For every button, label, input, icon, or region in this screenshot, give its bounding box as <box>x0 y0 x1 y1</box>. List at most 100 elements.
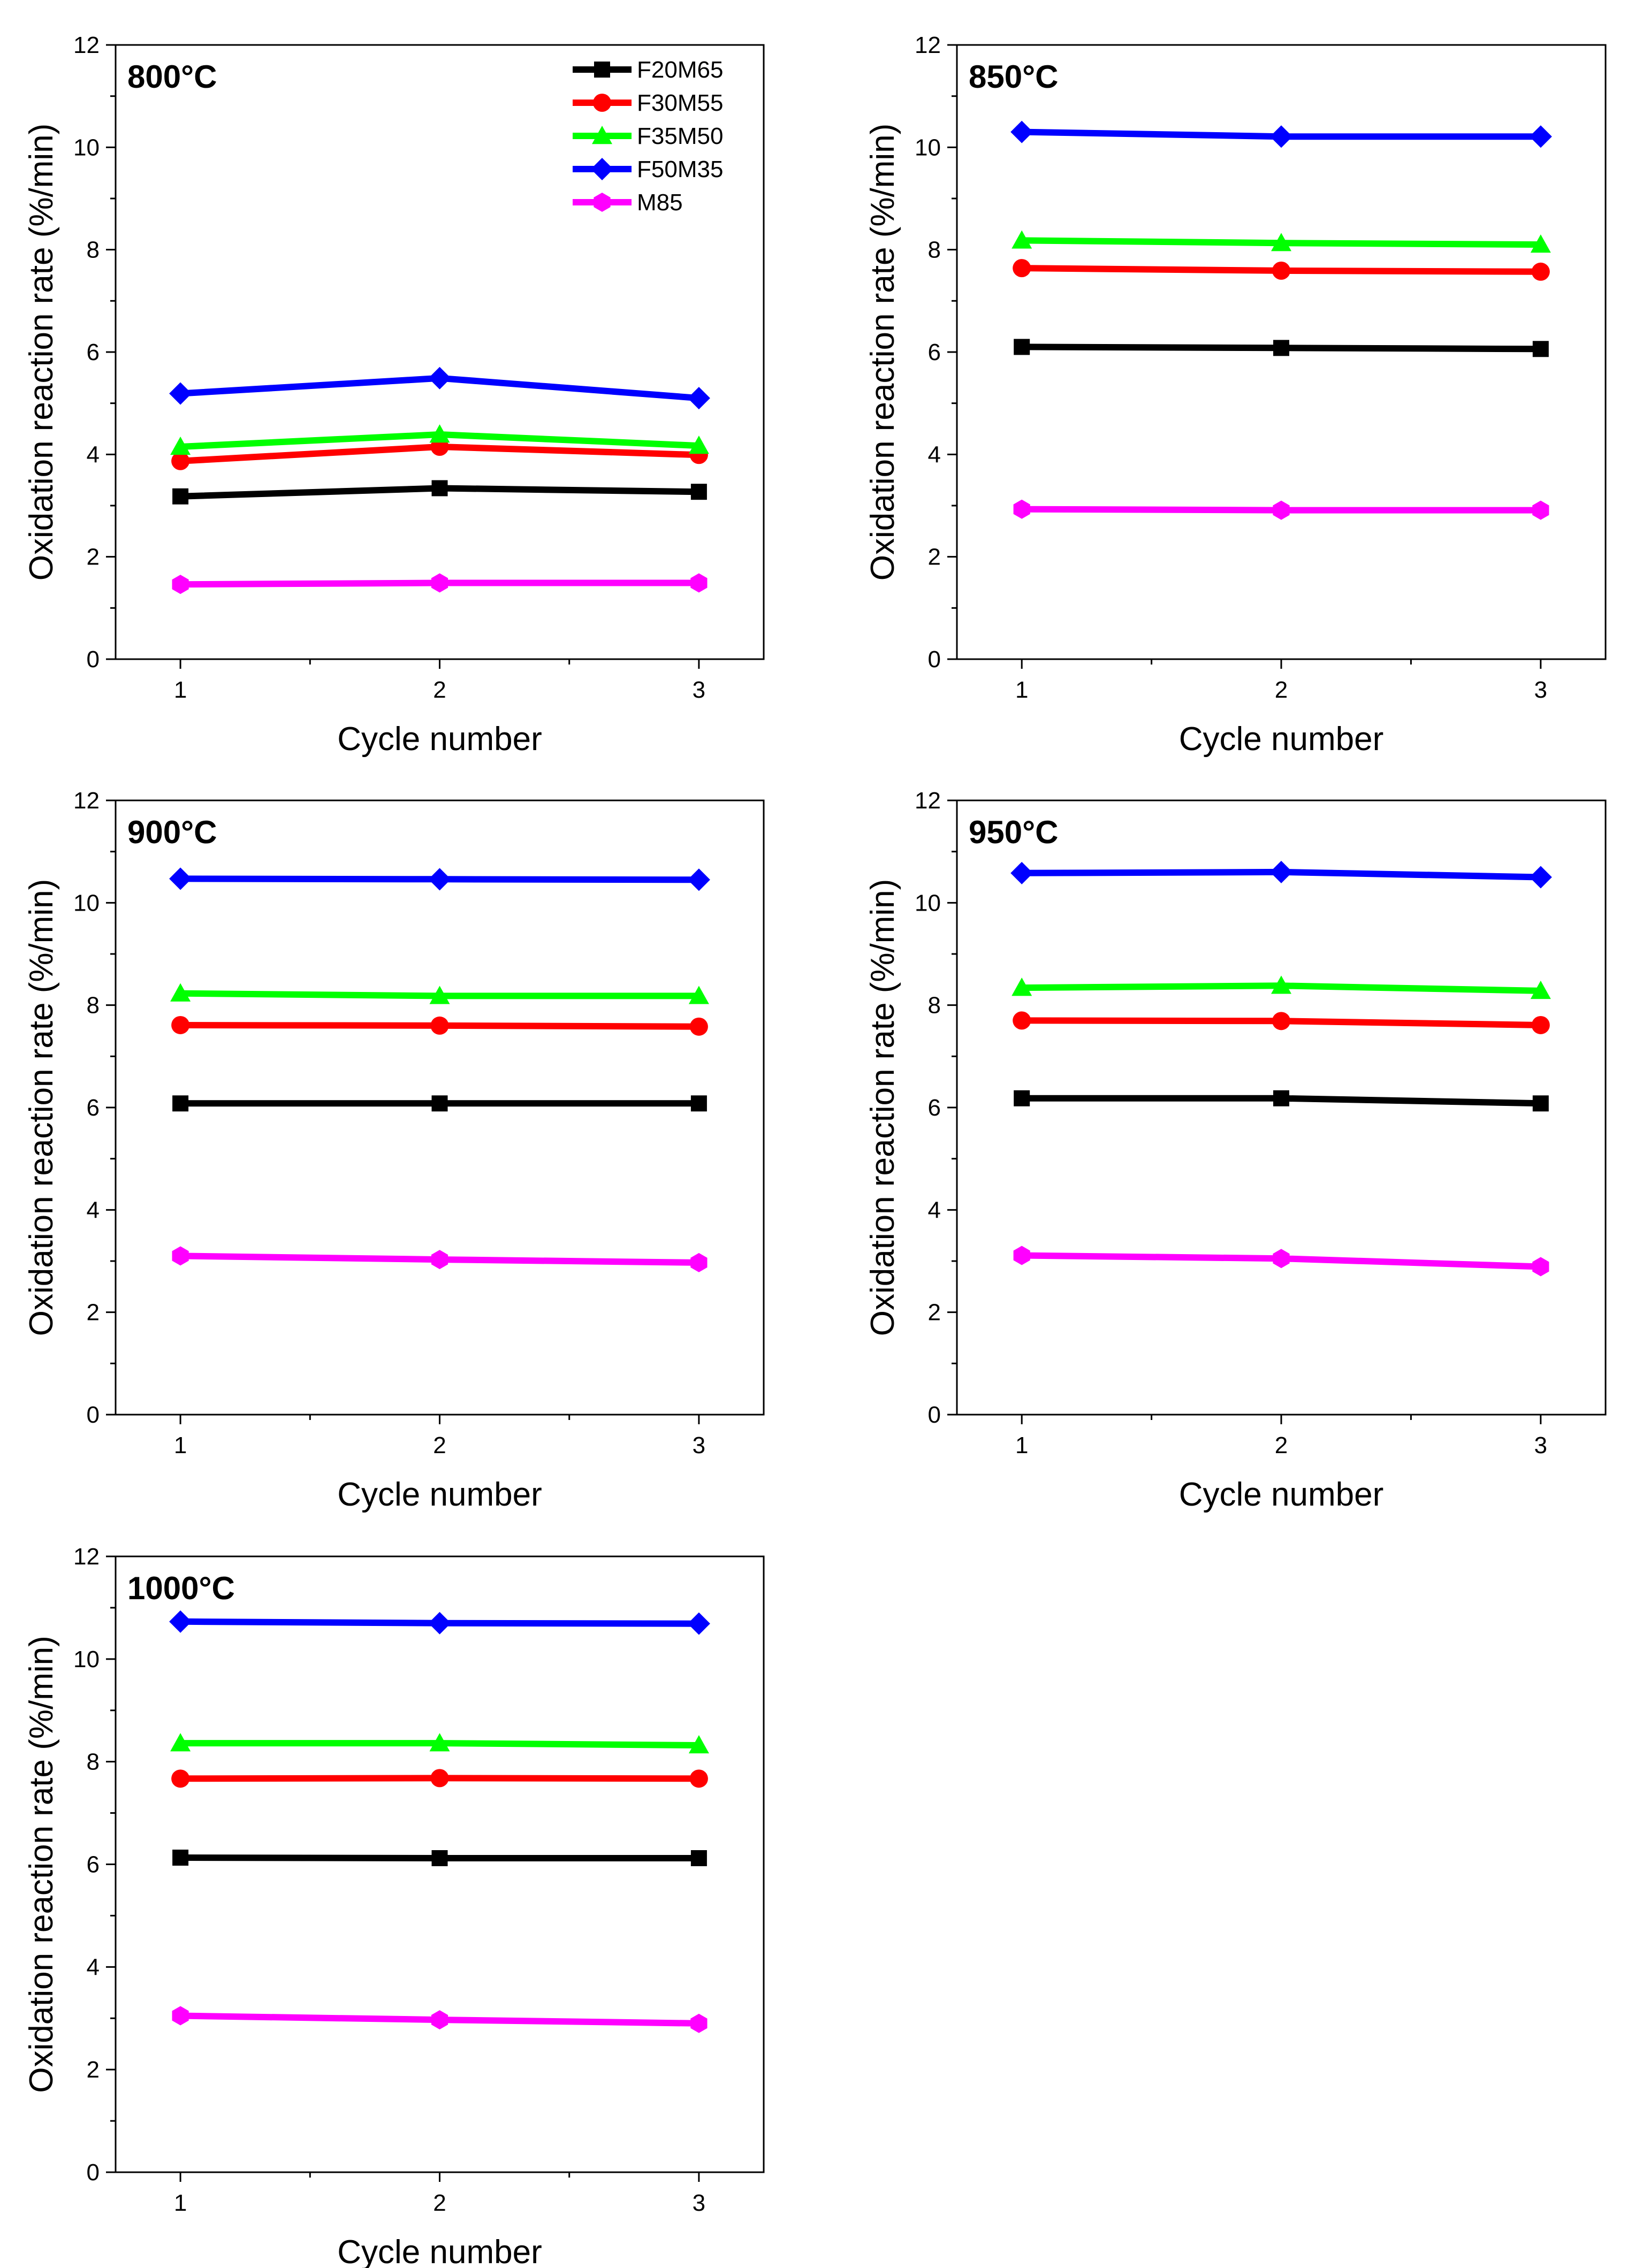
data-point <box>169 867 192 890</box>
data-point <box>1010 120 1033 143</box>
series-M85 <box>172 1246 708 1272</box>
data-point <box>688 1735 709 1754</box>
y-tick-label: 2 <box>87 2057 100 2083</box>
data-point <box>1270 860 1292 883</box>
y-tick-label: 8 <box>87 237 100 263</box>
series-F20M65 <box>172 480 707 505</box>
data-point <box>1530 234 1551 253</box>
y-axis-title: Oxidation reaction rate (%/min) <box>864 124 901 581</box>
x-tick-label: 1 <box>1015 1432 1028 1458</box>
series-F50M35 <box>1010 120 1552 148</box>
series-F35M50 <box>170 424 709 455</box>
x-tick-label: 1 <box>174 677 187 703</box>
data-point <box>1273 1090 1289 1106</box>
y-tick-label: 10 <box>915 890 941 916</box>
y-axis-title: Oxidation reaction rate (%/min) <box>23 879 60 1337</box>
data-point <box>1271 233 1291 251</box>
data-point <box>169 1610 192 1633</box>
data-point <box>1529 866 1552 889</box>
legend-item: M85 <box>573 189 683 216</box>
series-F35M50 <box>1012 230 1551 253</box>
y-tick-label: 2 <box>87 544 100 570</box>
legend-label: F20M65 <box>637 57 723 83</box>
data-point <box>170 1733 191 1752</box>
data-point <box>428 868 451 891</box>
y-tick-label: 0 <box>928 646 941 673</box>
data-point <box>690 2013 708 2033</box>
legend-item: F30M55 <box>573 90 723 116</box>
data-point <box>172 1095 189 1112</box>
series-M85 <box>1013 499 1549 520</box>
data-point <box>1013 259 1031 278</box>
data-point <box>1531 262 1550 281</box>
y-tick-label: 8 <box>928 237 941 263</box>
data-point <box>1532 1095 1549 1112</box>
data-point <box>170 436 191 455</box>
y-tick-label: 10 <box>915 134 941 161</box>
x-tick-label: 1 <box>174 2190 187 2216</box>
x-tick-label: 3 <box>693 677 705 703</box>
series-F35M50 <box>170 983 709 1004</box>
series-M85 <box>172 2006 708 2033</box>
legend-label: F35M50 <box>637 123 723 149</box>
y-tick-label: 4 <box>87 441 100 468</box>
series-F50M35 <box>1010 860 1552 889</box>
y-tick-label: 12 <box>73 788 100 814</box>
data-point <box>1529 125 1552 148</box>
legend-item: F35M50 <box>573 123 723 149</box>
y-tick-label: 2 <box>87 1300 100 1326</box>
data-point <box>172 488 189 505</box>
series-F35M50 <box>1012 975 1551 999</box>
data-point <box>687 1612 710 1635</box>
x-tick-label: 3 <box>1534 1432 1547 1458</box>
data-point <box>1271 975 1291 994</box>
panel-temperature-label: 800°C <box>127 59 217 95</box>
y-tick-label: 4 <box>928 441 941 468</box>
y-tick-label: 4 <box>87 1197 100 1223</box>
legend: F20M65 F30M55 F35M50 F50M35 M85 <box>573 57 723 216</box>
data-point <box>1530 980 1551 999</box>
data-point <box>687 387 710 410</box>
x-axis-title: Cycle number <box>337 1476 542 1513</box>
x-tick-label: 2 <box>1275 1432 1288 1458</box>
data-point <box>688 436 709 454</box>
y-tick-label: 2 <box>928 1300 941 1326</box>
series-F20M65 <box>1014 339 1549 357</box>
series-F30M55 <box>171 1769 708 1788</box>
y-tick-label: 12 <box>73 32 100 58</box>
data-point <box>431 1095 448 1112</box>
series-F20M65 <box>172 1095 707 1112</box>
series-F30M55 <box>1013 259 1550 281</box>
data-point <box>1010 861 1033 884</box>
x-tick-label: 1 <box>1015 677 1028 703</box>
y-tick-label: 0 <box>87 1402 100 1428</box>
x-tick-label: 2 <box>1275 677 1288 703</box>
legend-label: F50M35 <box>637 156 723 182</box>
data-point <box>690 1095 707 1112</box>
y-axis-title: Oxidation reaction rate (%/min) <box>23 124 60 581</box>
data-point <box>689 1769 708 1788</box>
data-point <box>690 484 707 500</box>
y-tick-label: 10 <box>73 1646 100 1673</box>
data-point <box>431 1250 448 1270</box>
y-tick-label: 6 <box>87 1852 100 1878</box>
series-M85 <box>172 573 708 594</box>
data-point <box>431 480 448 497</box>
data-point <box>1532 500 1549 520</box>
x-tick-label: 3 <box>1534 677 1547 703</box>
data-point <box>690 1253 708 1272</box>
data-point <box>1270 125 1292 148</box>
data-point <box>428 366 451 390</box>
y-tick-label: 4 <box>928 1197 941 1223</box>
data-point <box>1013 1011 1031 1030</box>
data-point <box>1272 1012 1290 1030</box>
plot-frame <box>956 799 1607 1416</box>
panel-temperature-label: 950°C <box>969 814 1058 850</box>
series-F30M55 <box>1013 1011 1550 1034</box>
data-point <box>1531 1015 1550 1034</box>
data-point <box>431 1850 448 1866</box>
series-M85 <box>1013 1246 1549 1277</box>
x-tick-label: 3 <box>693 1432 705 1458</box>
